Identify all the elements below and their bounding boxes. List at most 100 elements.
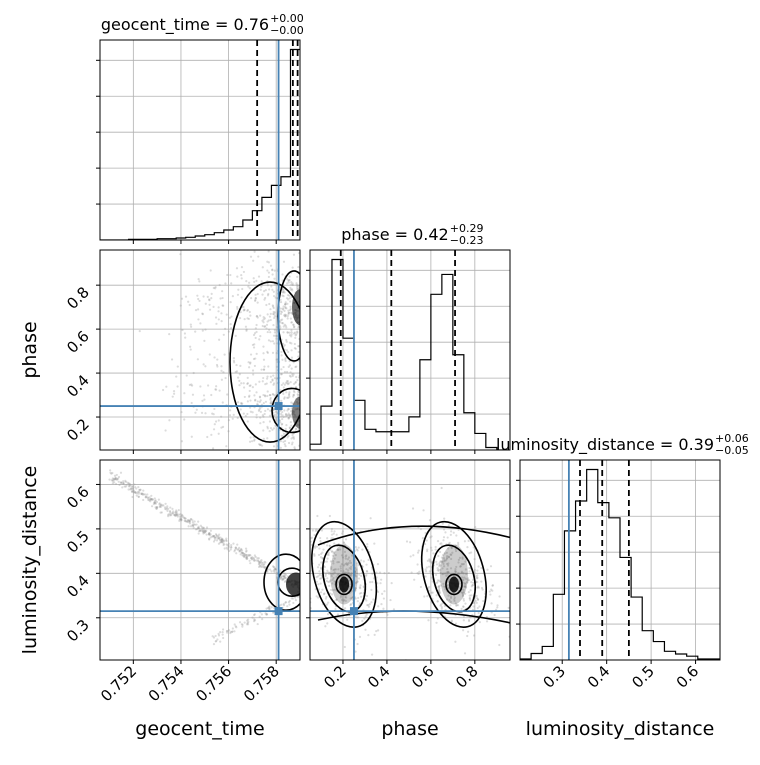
sample-point — [464, 585, 467, 588]
sample-point — [317, 583, 320, 586]
sample-point — [296, 275, 299, 278]
sample-point — [229, 631, 232, 635]
sample-point — [297, 325, 300, 328]
sample-point — [445, 551, 448, 554]
sample-point — [225, 546, 228, 549]
sample-point — [290, 367, 293, 370]
sample-point — [279, 412, 283, 416]
sample-point — [207, 532, 211, 536]
sample-point — [340, 594, 343, 597]
sample-point — [446, 573, 449, 576]
sample-point — [454, 570, 457, 573]
sample-point — [241, 552, 245, 555]
sample-point — [339, 565, 342, 568]
sample-point — [287, 279, 290, 282]
sample-point — [450, 619, 453, 622]
sample-point — [282, 308, 285, 311]
sample-point — [293, 347, 296, 350]
sample-point — [416, 563, 419, 566]
sample-point — [491, 589, 494, 592]
sample-point — [294, 231, 296, 233]
sample-point — [254, 399, 257, 402]
sample-point — [283, 291, 286, 294]
sample-point — [285, 380, 288, 383]
sample-point — [295, 283, 298, 286]
sample-point — [255, 416, 258, 419]
sample-point — [465, 572, 468, 575]
sample-point — [217, 542, 221, 545]
sample-point — [449, 530, 453, 533]
sample-point — [253, 332, 257, 335]
sample-point — [333, 580, 336, 583]
sample-point — [249, 399, 252, 402]
sample-point — [342, 564, 346, 567]
sample-point — [245, 555, 248, 558]
sample-point — [256, 559, 260, 562]
sample-point — [482, 599, 485, 603]
sample-point — [440, 542, 443, 545]
sample-point — [326, 571, 329, 574]
sample-point — [285, 413, 288, 416]
panel-title-geocent_time: geocent_time = 0.76 — [101, 15, 269, 35]
sample-point — [210, 297, 213, 300]
sample-point — [252, 333, 256, 337]
sample-point — [456, 604, 460, 607]
sample-point — [328, 544, 331, 547]
sample-point — [187, 521, 191, 524]
x-tick-label: 0.8 — [452, 662, 482, 692]
sample-point — [476, 569, 479, 572]
sample-point — [275, 325, 278, 329]
sample-point — [176, 515, 179, 518]
sample-point — [159, 511, 162, 514]
sample-point — [287, 434, 290, 438]
sample-point — [285, 424, 288, 427]
sample-point — [449, 567, 453, 570]
sample-point — [462, 605, 465, 608]
sample-point — [266, 375, 269, 378]
sample-point — [243, 555, 246, 559]
sample-point — [269, 402, 272, 405]
sample-point — [490, 602, 493, 605]
sample-point — [286, 370, 289, 374]
sample-point — [443, 572, 447, 575]
sample-point — [238, 317, 242, 320]
sample-point — [287, 408, 290, 411]
sample-point — [267, 292, 270, 296]
sample-point — [464, 577, 467, 580]
panel-frame — [99, 459, 301, 661]
sample-point — [257, 563, 261, 566]
sample-point — [437, 586, 440, 589]
sample-point — [188, 519, 191, 522]
sample-point — [435, 563, 439, 566]
sample-point — [236, 543, 239, 546]
sample-point — [294, 455, 296, 457]
sample-point — [217, 537, 221, 540]
sample-point — [155, 507, 158, 510]
sample-point — [266, 269, 269, 272]
sample-point — [443, 517, 446, 520]
sample-point — [245, 329, 248, 332]
sample-point — [202, 394, 206, 397]
sample-point — [251, 369, 255, 372]
sample-point — [246, 382, 249, 385]
sample-point — [245, 556, 248, 560]
sample-point — [204, 530, 207, 533]
sample-point — [425, 566, 428, 569]
sample-point — [220, 426, 223, 429]
sample-point — [255, 314, 259, 318]
truth-marker — [274, 607, 283, 616]
sample-point — [272, 290, 275, 293]
sample-point — [120, 481, 123, 484]
sample-point — [158, 502, 161, 505]
sample-point — [422, 509, 425, 512]
sample-point — [329, 560, 333, 563]
sample-point — [137, 492, 140, 495]
sample-point — [263, 298, 266, 301]
sample-point — [174, 514, 177, 518]
sample-point — [210, 292, 213, 295]
sample-point — [208, 532, 211, 535]
sample-point — [220, 320, 223, 323]
sample-point — [474, 599, 477, 602]
contour-line — [311, 520, 378, 628]
